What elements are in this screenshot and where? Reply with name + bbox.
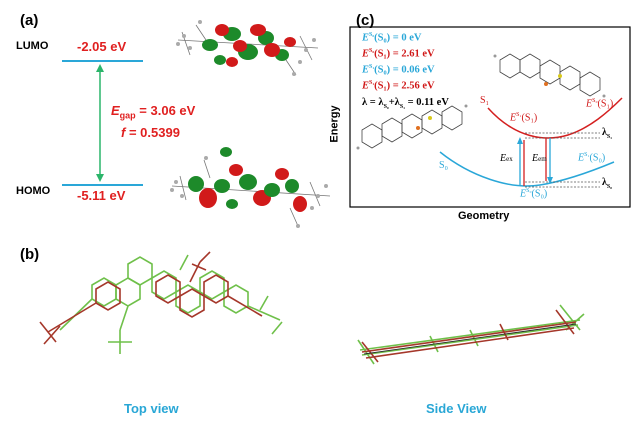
e-ex-label: Eex [500,153,513,164]
excitation-arrow [517,137,525,186]
legend-line-4: ES₁(S₁) = 2.56 eV [362,80,435,92]
top-view-molecule-image [39,251,283,354]
gap-value: Egap = 3.06 eV [111,103,196,121]
oscillator-strength: f = 0.5399 [121,125,180,140]
legend-line-2: ES₀(S₁) = 2.61 eV [362,48,435,60]
legend-line-1: ES₀(S₀) = 0 eV [362,32,422,44]
lambda-s1-label: λS₁ [602,127,613,140]
lumo-orbital-image [176,20,319,76]
lumo-label: LUMO [16,40,49,52]
y-axis-label: Energy [328,105,341,143]
panel-c-frame [349,26,631,208]
s1-curve [487,97,623,139]
panel-a-label: (a) [20,12,39,29]
side-view-label: Side View [426,401,487,416]
es1-s1-label: ES₁(S₁) [510,112,538,124]
homo-orbital-image [170,147,331,228]
s0-curve [439,151,615,187]
x-axis-label: Geometry [458,210,510,222]
legend-line-3: ES₁(S₀) = 0.06 eV [362,64,435,76]
s0-curve-label: S₀ [439,160,449,171]
panel-c-label: (c) [356,12,375,29]
legend-line-5: λ = λS₀+λS₁ = 0.11 eV [362,97,449,111]
panel-b-label: (b) [20,246,40,263]
side-view-molecule-image [357,304,585,365]
homo-energy: -5.11 eV [77,188,126,203]
s1-curve-label: S₁ [480,95,490,106]
emission-arrow [545,138,553,184]
lambda-s0-label: λS₀ [602,177,613,190]
es1-s0-label: ES₁(S₀) [578,152,606,164]
gap-arrow [96,64,104,182]
top-view-label: Top view [124,401,179,416]
s0-geometry-molecule-image [356,104,468,150]
e-em-label: Eem [532,153,547,164]
es0-s1-label: ES₀(S₁) [586,98,614,110]
s1-geometry-molecule-image [493,53,606,98]
es0-s0-label: ES₀(S₀) [520,188,548,200]
lambda-dashed-lines [525,132,600,188]
lumo-energy: -2.05 eV [77,39,127,54]
homo-label: HOMO [16,185,51,197]
